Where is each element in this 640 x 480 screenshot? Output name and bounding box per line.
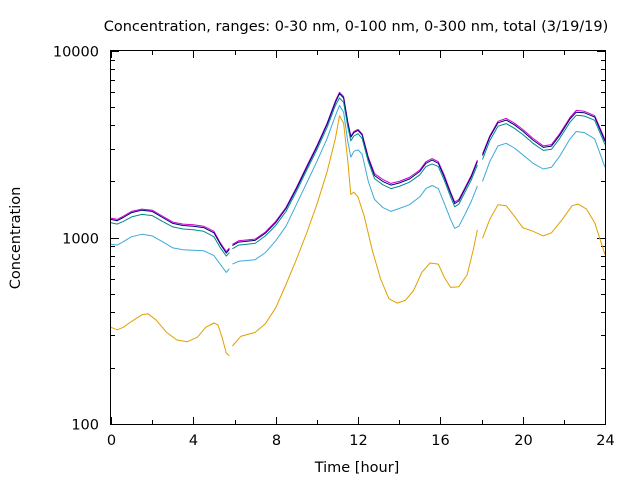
chart-title: Concentration, ranges: 0-30 nm, 0-100 nm… <box>104 19 609 35</box>
y-tick-label: 1000 <box>62 232 99 248</box>
x-tick-label: 20 <box>514 433 532 449</box>
series-line-2 <box>110 93 606 254</box>
y-axis-label: Concentration <box>8 187 24 290</box>
series-line-3 <box>110 97 606 257</box>
series-line-1 <box>110 91 606 253</box>
y-tick-label: 100 <box>71 418 99 434</box>
x-tick-label: 12 <box>349 433 367 449</box>
axes: 0 4 8 12 16 20 24 100 1000 10000 <box>53 45 615 450</box>
x-tick-label: 16 <box>431 433 449 449</box>
series-line-5 <box>110 115 606 357</box>
x-tick-label: 8 <box>272 433 281 449</box>
x-axis-label: Time [hour] <box>314 460 400 476</box>
y-tick-label: 10000 <box>53 45 99 61</box>
series-line-4 <box>110 105 606 273</box>
plot-frame <box>110 50 606 425</box>
x-tick-label: 4 <box>189 433 198 449</box>
x-tick-label: 24 <box>596 433 614 449</box>
series-layer <box>110 91 606 357</box>
x-tick-label: 0 <box>107 433 116 449</box>
